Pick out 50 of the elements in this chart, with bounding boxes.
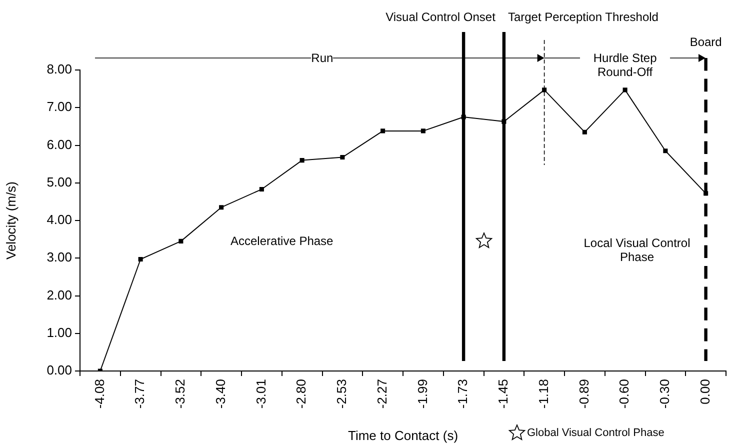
annotation: Hurdle Step Round-Off [580, 51, 670, 79]
point [663, 148, 668, 154]
x-tick-label: -2.27 [374, 379, 390, 409]
point [219, 205, 224, 210]
y-tick-label: 2.00 [46, 287, 72, 302]
annotation: Local Visual Control Phase [577, 236, 697, 264]
ref-line-label: Target Perception Threshold [508, 10, 658, 24]
x-tick-label: -4.08 [92, 379, 107, 409]
point [461, 114, 466, 120]
text: Run [311, 51, 334, 65]
x-axis-title: Time to Contact (s) [348, 428, 458, 443]
ref-line-label: Visual Control Onset [386, 10, 496, 24]
y-tick-label: 1.00 [46, 324, 72, 340]
x-tick-label: -1.18 [536, 379, 551, 409]
x-tick-label: -2.80 [294, 379, 309, 409]
x-tick-label: -1.45 [496, 379, 511, 409]
point [704, 191, 708, 196]
point [622, 88, 628, 92]
x-tick-label: -2.53 [334, 379, 350, 409]
ref-line-label: Board [690, 35, 722, 49]
y-tick-label: 5.00 [46, 174, 72, 190]
point [542, 88, 547, 92]
text: Global Visual Control Phase [527, 426, 664, 440]
point [340, 155, 345, 160]
x-tick-label: 0.00 [697, 379, 712, 404]
point [582, 130, 587, 134]
y-tick-label: 7.00 [46, 99, 72, 114]
point [300, 158, 304, 163]
x-tick-label: -1.73 [455, 379, 470, 409]
y-tick-label: 0.00 [46, 362, 72, 378]
x-tick-label: -3.40 [212, 379, 228, 409]
x-tick-label: -0.60 [616, 379, 632, 409]
y-tick-label: 4.00 [46, 212, 72, 228]
point [420, 128, 426, 134]
x-tick-label: -0.89 [576, 379, 592, 409]
point [502, 119, 506, 124]
y-axis-title: Velocity (m/s) [3, 181, 18, 260]
y-tick-label: 3.00 [46, 250, 72, 265]
y-tick-label: 6.00 [46, 136, 72, 152]
point [138, 256, 143, 262]
point [259, 187, 264, 192]
x-tick-label: -3.52 [172, 379, 188, 409]
x-tick-label: -0.30 [657, 379, 672, 409]
y-tick-label: 8.00 [46, 62, 72, 77]
point [178, 238, 184, 244]
point [380, 128, 386, 134]
x-tick-label: -1.99 [414, 379, 430, 409]
annotation: Accelerative Phase [230, 234, 334, 248]
x-tick-label: -3.77 [132, 379, 148, 409]
x-tick-label: -3.01 [253, 379, 268, 409]
